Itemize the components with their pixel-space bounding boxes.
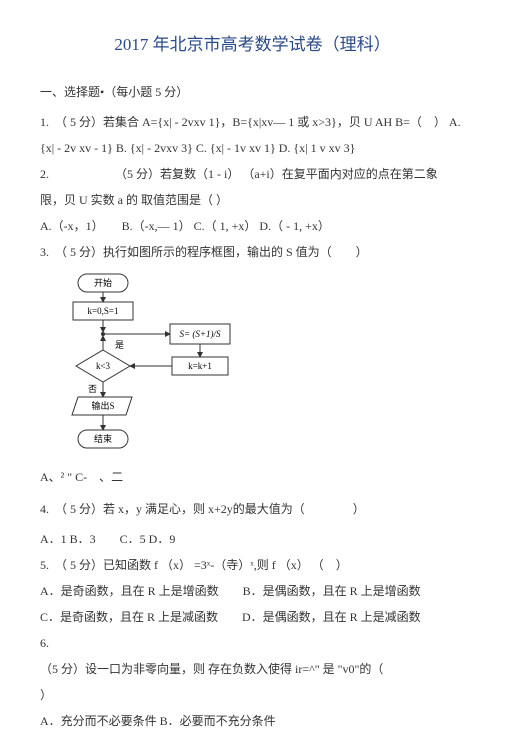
flow-cond: k<3 xyxy=(96,361,111,371)
q4-line: 4. （ 5 分）若 x，y 满足心，则 x+2y的最大值为（ ） xyxy=(40,497,465,521)
flow-start: 开始 xyxy=(94,277,112,288)
flow-no: 否 xyxy=(88,384,97,394)
flow-out: 输出S xyxy=(91,400,114,411)
q6-line-a: 6. xyxy=(40,631,465,655)
q3-line: 3. （ 5 分）执行如图所示的程序框图，输出的 S 值为（ ） xyxy=(40,240,465,264)
q1-line-b: {x| - 2v xv - 1} B. {x| - 2vxv 3} C. {x|… xyxy=(40,136,465,160)
q3-options: A、² " C- 、二 xyxy=(40,465,465,489)
q5-line: 5. （ 5 分）已知函数 f （x） =3ˣ-（寺）ˣ,则 f （x） （ ） xyxy=(40,553,465,577)
flowchart: 开始 k=0,S=1 S= (S+1)/S k=k+1 k<3 是 否 输出S … xyxy=(60,272,465,457)
flow-end: 结束 xyxy=(94,433,112,444)
q6-line-b: （5 分）设一口为非零向量，则 存在负数入使得 ir=^" 是 "v0"的（ xyxy=(40,657,465,681)
q6-line-d: A．充分而不必要条件 B．必要而不充分条件 xyxy=(40,709,465,733)
flow-init: k=0,S=1 xyxy=(88,306,119,316)
q1-line-a: 1. （ 5 分）若集合 A={x| - 2vxv 1}，B={x|xv— 1 … xyxy=(40,110,465,134)
flow-yes: 是 xyxy=(115,340,124,350)
q4-options: A．1 B．3 C．5 D．9 xyxy=(40,527,465,551)
flow-calc: S= (S+1)/S xyxy=(180,329,221,339)
q2-line-c: A.（-x，1） B.（-x,— 1） C.（ 1, +x） D.（ - 1, … xyxy=(40,214,465,238)
q2-line-a: 2. （5 分）若复数（1 - i） （a+i）在复平面内对应的点在第二象 xyxy=(40,162,465,186)
flowchart-svg: 开始 k=0,S=1 S= (S+1)/S k=k+1 k<3 是 否 输出S … xyxy=(60,272,270,457)
page-title: 2017 年北京市高考数学试卷（理科） xyxy=(40,30,465,55)
q5-opt-b: C．是奇函数，且在 R 上是减函数 D．是偶函数，且在 R 上是减函数 xyxy=(40,605,465,629)
q2-line-b: 限，贝 U 实数 a 的 取值范围是（ ） xyxy=(40,188,465,212)
q6-line-c: ） xyxy=(40,683,465,707)
section-header: 一、选择题•（每小题 5 分） xyxy=(40,83,465,100)
flow-inc: k=k+1 xyxy=(188,361,212,371)
q5-opt-a: A．是奇函数，且在 R 上是增函数 B．是偶函数，且在 R 上是增函数 xyxy=(40,579,465,603)
